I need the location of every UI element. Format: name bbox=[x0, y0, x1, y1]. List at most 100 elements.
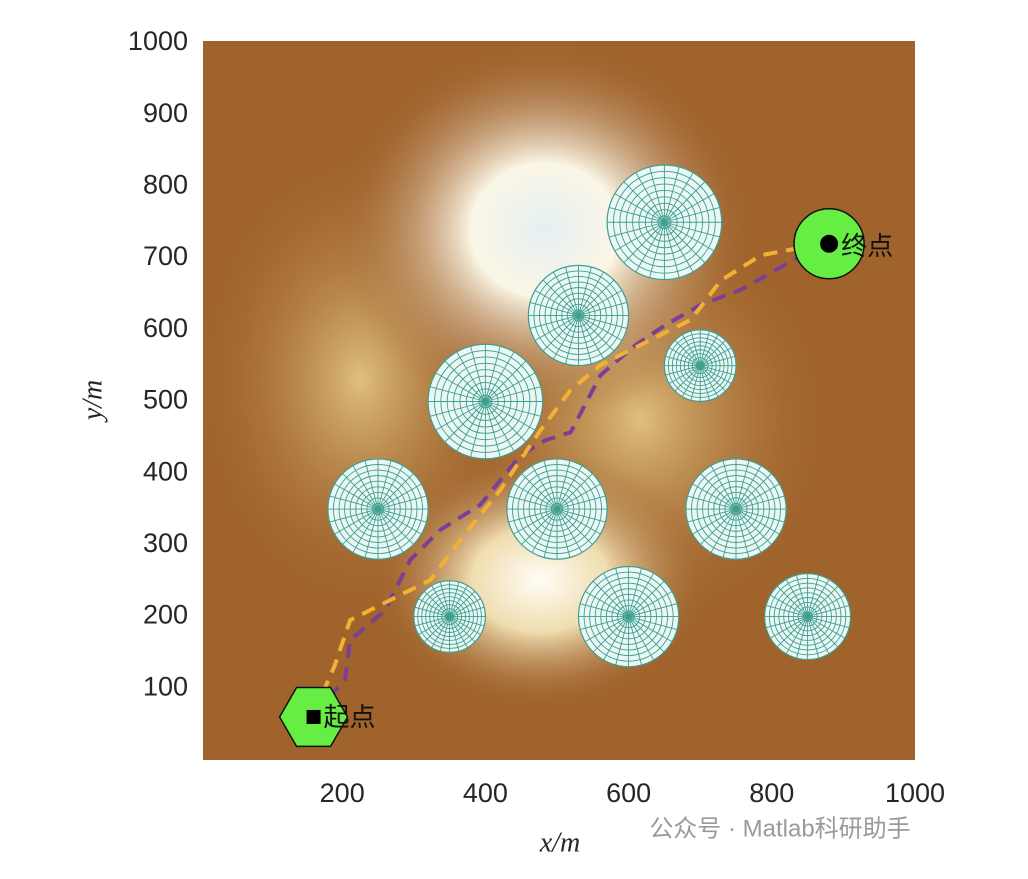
mesh-spoke bbox=[807, 616, 820, 659]
mesh-spoke bbox=[429, 401, 486, 417]
mesh-spoke bbox=[722, 508, 737, 558]
mesh-spoke bbox=[668, 347, 701, 367]
mesh-spoke bbox=[690, 365, 701, 401]
mesh-spoke bbox=[628, 580, 665, 617]
mesh-spoke bbox=[628, 616, 673, 643]
mesh-spoke bbox=[508, 508, 558, 523]
mesh-spoke bbox=[377, 465, 404, 510]
mesh-spoke bbox=[664, 206, 720, 223]
mesh-spoke bbox=[700, 508, 737, 545]
mesh-spoke bbox=[700, 473, 737, 510]
mesh-spoke bbox=[623, 181, 665, 223]
mesh-spoke bbox=[534, 290, 579, 316]
mesh-spoke bbox=[735, 465, 762, 510]
mesh-spoke bbox=[735, 508, 772, 545]
mesh-spoke bbox=[770, 616, 808, 639]
mesh-spoke bbox=[692, 508, 737, 535]
mesh-spoke bbox=[699, 340, 726, 366]
mesh-spoke bbox=[623, 221, 665, 264]
mesh-spoke bbox=[529, 302, 579, 316]
start-label: 起点 bbox=[324, 703, 376, 733]
mesh-spoke bbox=[628, 603, 678, 618]
mesh-spoke bbox=[352, 465, 379, 510]
mesh-spoke bbox=[485, 401, 515, 452]
mesh-spoke bbox=[377, 460, 392, 510]
mesh-spoke bbox=[664, 222, 694, 273]
mesh-spoke bbox=[334, 483, 379, 510]
mesh-spoke bbox=[534, 315, 579, 341]
mesh-spoke bbox=[603, 572, 629, 617]
mesh-spoke bbox=[603, 616, 629, 661]
mesh-spoke bbox=[664, 221, 720, 238]
mesh-spoke bbox=[674, 340, 701, 366]
mesh-spoke bbox=[699, 365, 732, 384]
goal-label: 终点 bbox=[841, 232, 893, 262]
mesh-spoke bbox=[665, 365, 701, 376]
mesh-spoke bbox=[513, 483, 558, 510]
mesh-spoke bbox=[807, 594, 846, 617]
mesh-spoke bbox=[635, 222, 665, 273]
mesh-spoke bbox=[418, 616, 450, 635]
mesh-spoke bbox=[556, 508, 583, 553]
mesh-spoke bbox=[578, 290, 623, 316]
obstacle bbox=[577, 565, 680, 668]
mesh-spoke bbox=[352, 508, 379, 553]
x-tick-label: 400 bbox=[463, 778, 508, 808]
mesh-spoke bbox=[377, 508, 427, 523]
goal-point bbox=[820, 234, 839, 253]
mesh-spoke bbox=[807, 616, 830, 655]
mesh-spoke bbox=[556, 508, 601, 535]
mesh-spoke bbox=[531, 508, 558, 553]
mesh-spoke bbox=[592, 616, 629, 653]
mesh-spoke bbox=[449, 616, 476, 643]
mesh-spoke bbox=[584, 591, 629, 617]
mesh-spoke bbox=[807, 616, 839, 648]
start-point bbox=[306, 709, 321, 724]
mesh-spoke bbox=[681, 365, 701, 397]
obstacle bbox=[527, 264, 630, 367]
mesh-spoke bbox=[377, 508, 404, 553]
mesh-spoke bbox=[342, 508, 379, 545]
mesh-spoke bbox=[377, 495, 427, 510]
mesh-spoke bbox=[377, 508, 392, 558]
mesh-spoke bbox=[543, 460, 558, 510]
y-tick-label: 900 bbox=[143, 98, 188, 128]
mesh-spoke bbox=[615, 616, 630, 666]
mesh-spoke bbox=[444, 360, 486, 402]
y-tick-label: 600 bbox=[143, 313, 188, 343]
mesh-spoke bbox=[635, 172, 665, 223]
mesh-spoke bbox=[578, 315, 604, 360]
mesh-spoke bbox=[776, 616, 808, 648]
mesh-spoke bbox=[377, 508, 422, 535]
mesh-spoke bbox=[329, 495, 379, 510]
mesh-spoke bbox=[556, 508, 606, 523]
mesh-spoke bbox=[687, 508, 737, 523]
mesh-spoke bbox=[439, 616, 451, 652]
mesh-spoke bbox=[735, 508, 762, 553]
watermark: 公众号 · Matlab科研助手 bbox=[649, 815, 910, 842]
mesh-spoke bbox=[578, 266, 592, 316]
mesh-spoke bbox=[807, 585, 839, 617]
mesh-spoke bbox=[580, 616, 629, 631]
mesh-spoke bbox=[521, 508, 558, 545]
y-tick-label: 500 bbox=[143, 385, 188, 415]
y-tick-label: 1000 bbox=[128, 26, 188, 56]
mesh-spoke bbox=[485, 386, 541, 402]
mesh-spoke bbox=[699, 365, 726, 392]
x-axis-label: x/m bbox=[539, 827, 580, 858]
mesh-spoke bbox=[531, 465, 558, 510]
mesh-spoke bbox=[377, 483, 422, 510]
mesh-spoke bbox=[687, 495, 737, 510]
mesh-spoke bbox=[334, 508, 379, 535]
mesh-spoke bbox=[556, 483, 601, 510]
mesh-spoke bbox=[556, 473, 593, 510]
mesh-spoke bbox=[628, 572, 655, 617]
mesh-spoke bbox=[329, 508, 379, 523]
mesh-spoke bbox=[431, 616, 450, 648]
obstacle bbox=[764, 573, 852, 661]
mesh-spoke bbox=[418, 598, 450, 617]
mesh-spoke bbox=[439, 581, 451, 617]
x-tick-label: 200 bbox=[320, 778, 365, 808]
mesh-spoke bbox=[665, 355, 701, 367]
mesh-spoke bbox=[735, 508, 780, 535]
